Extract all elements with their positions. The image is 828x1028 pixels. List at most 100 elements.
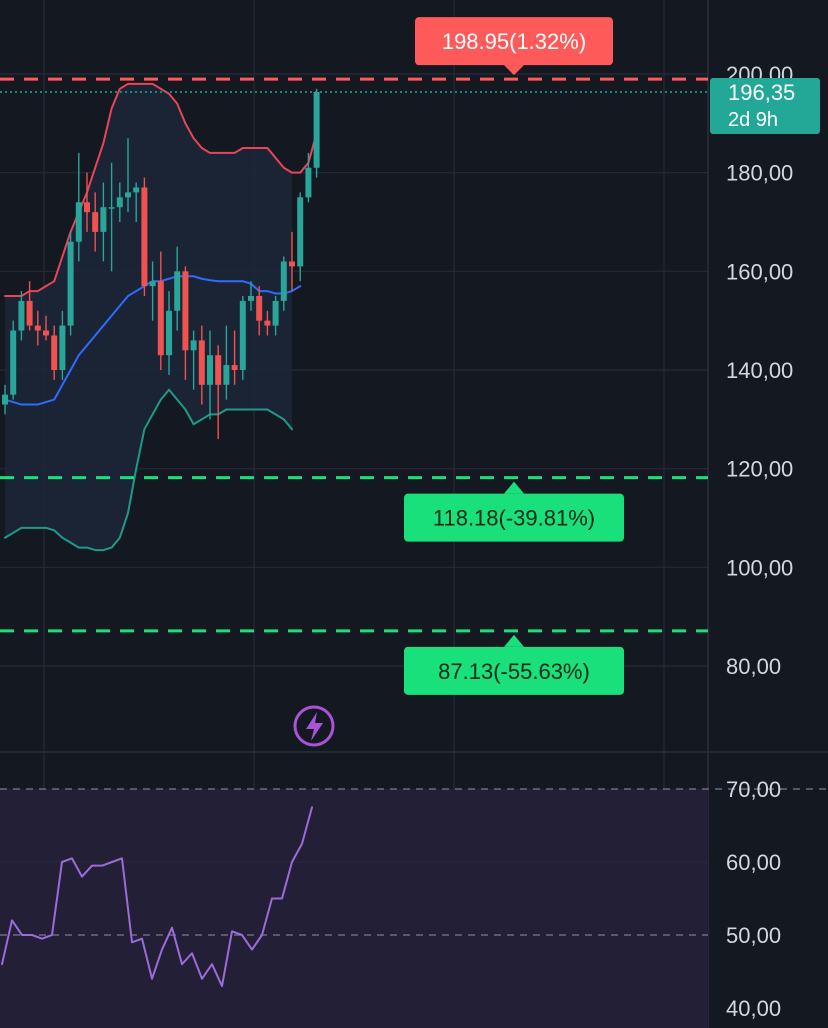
price-tick-label: 180,00 bbox=[726, 161, 793, 186]
candle-body bbox=[34, 325, 41, 331]
price-tick-label: 140,00 bbox=[726, 358, 793, 383]
price-tick-label: 160,00 bbox=[726, 259, 793, 284]
candle-body bbox=[18, 300, 25, 331]
rsi-tick-label: 60,00 bbox=[726, 850, 781, 875]
current-price-label[interactable]: 196,35 2d 9h bbox=[710, 78, 820, 135]
candle-body bbox=[272, 300, 279, 326]
target-label-text: 87.13(-55.63%) bbox=[438, 659, 590, 684]
current-price-value: 196,35 bbox=[728, 80, 795, 105]
candle-body bbox=[231, 365, 238, 370]
candle-body bbox=[305, 167, 312, 198]
target-label-box bbox=[404, 646, 624, 695]
candle bbox=[67, 231, 74, 336]
candle-body bbox=[67, 241, 74, 326]
candle-body bbox=[26, 300, 33, 326]
rsi-band bbox=[0, 789, 708, 1028]
candle bbox=[157, 251, 164, 370]
candle bbox=[297, 192, 304, 282]
candle bbox=[26, 281, 33, 331]
candle bbox=[84, 172, 90, 232]
candle bbox=[166, 291, 172, 375]
target-label[interactable]: 87.13(-55.63%) bbox=[404, 634, 624, 695]
candle-body bbox=[51, 335, 58, 370]
rsi-tick-label: 70,00 bbox=[726, 777, 781, 802]
candle-body bbox=[190, 340, 197, 351]
candle bbox=[92, 192, 99, 252]
candle-body bbox=[207, 355, 213, 385]
candle-body bbox=[43, 330, 49, 336]
candle bbox=[133, 182, 140, 222]
candle bbox=[174, 246, 181, 331]
candle-body bbox=[174, 271, 181, 311]
candle-body bbox=[84, 202, 90, 213]
target-label-pointer bbox=[504, 65, 524, 76]
current-price-label-box bbox=[710, 78, 820, 135]
candle-body bbox=[157, 281, 164, 356]
candle bbox=[59, 310, 66, 380]
candle-body bbox=[141, 187, 148, 287]
candle bbox=[280, 256, 287, 311]
candles bbox=[2, 88, 320, 440]
target-label-box bbox=[415, 17, 613, 66]
candle-body bbox=[59, 325, 66, 370]
rsi-line bbox=[1, 806, 313, 988]
price-axis[interactable]: 200,00180,00160,00140,00120,00100,0080,0… bbox=[710, 62, 820, 1021]
alert-button[interactable] bbox=[293, 705, 335, 747]
candle-body bbox=[248, 296, 254, 301]
candle-body bbox=[280, 261, 287, 301]
candle-body bbox=[149, 281, 156, 287]
bollinger-upper-line bbox=[4, 82, 318, 297]
candle bbox=[43, 315, 49, 341]
candle bbox=[256, 286, 263, 336]
bollinger-lower-line bbox=[4, 388, 293, 552]
price-tick-label: 120,00 bbox=[726, 457, 793, 482]
candle-body bbox=[313, 92, 320, 168]
candle-body bbox=[166, 310, 172, 356]
candle bbox=[34, 310, 41, 346]
candle-body bbox=[239, 300, 246, 370]
candle bbox=[18, 291, 25, 341]
candle bbox=[239, 296, 246, 380]
target-label-text: 198.95(1.32%) bbox=[442, 29, 586, 54]
candle bbox=[198, 325, 205, 405]
candle bbox=[231, 330, 238, 385]
candle-body bbox=[256, 296, 263, 321]
target-label-pointer bbox=[504, 634, 524, 647]
rsi-pane bbox=[0, 788, 828, 1028]
candle-body bbox=[125, 192, 131, 198]
candle bbox=[108, 162, 115, 272]
candle bbox=[141, 177, 148, 296]
candle bbox=[75, 152, 82, 262]
rsi-tick-label: 50,00 bbox=[726, 923, 781, 948]
candle bbox=[100, 182, 107, 262]
target-label-text: 118.18(-39.81%) bbox=[433, 506, 595, 531]
candle bbox=[215, 345, 222, 440]
candle bbox=[51, 325, 58, 380]
target-lines[interactable]: 198.95(1.32%) 118.18(-39.81%) 87.13(-55.63… bbox=[0, 17, 708, 695]
candle bbox=[182, 266, 189, 380]
price-tick-label: 100,00 bbox=[726, 555, 793, 580]
candle bbox=[305, 152, 312, 203]
candle-body bbox=[100, 207, 107, 232]
lightning-icon bbox=[306, 712, 323, 741]
candle bbox=[2, 384, 8, 415]
candle-body bbox=[297, 197, 304, 267]
candle bbox=[272, 296, 279, 336]
target-label[interactable]: 118.18(-39.81%) bbox=[404, 481, 624, 542]
candle bbox=[264, 310, 271, 336]
candle bbox=[313, 88, 320, 178]
target-label[interactable]: 198.95(1.32%) bbox=[415, 17, 613, 76]
candle bbox=[149, 261, 156, 321]
candle-body bbox=[75, 202, 82, 242]
candle-body bbox=[182, 271, 189, 351]
candle-body bbox=[223, 365, 230, 385]
candle bbox=[190, 330, 197, 390]
current-price-countdown: 2d 9h bbox=[728, 109, 778, 131]
price-tick-label: 80,00 bbox=[726, 654, 781, 679]
candle-body bbox=[2, 394, 8, 405]
target-label-box bbox=[404, 493, 624, 542]
candle-body bbox=[10, 330, 17, 395]
target-label-pointer bbox=[504, 481, 524, 494]
candle-body bbox=[289, 261, 295, 267]
